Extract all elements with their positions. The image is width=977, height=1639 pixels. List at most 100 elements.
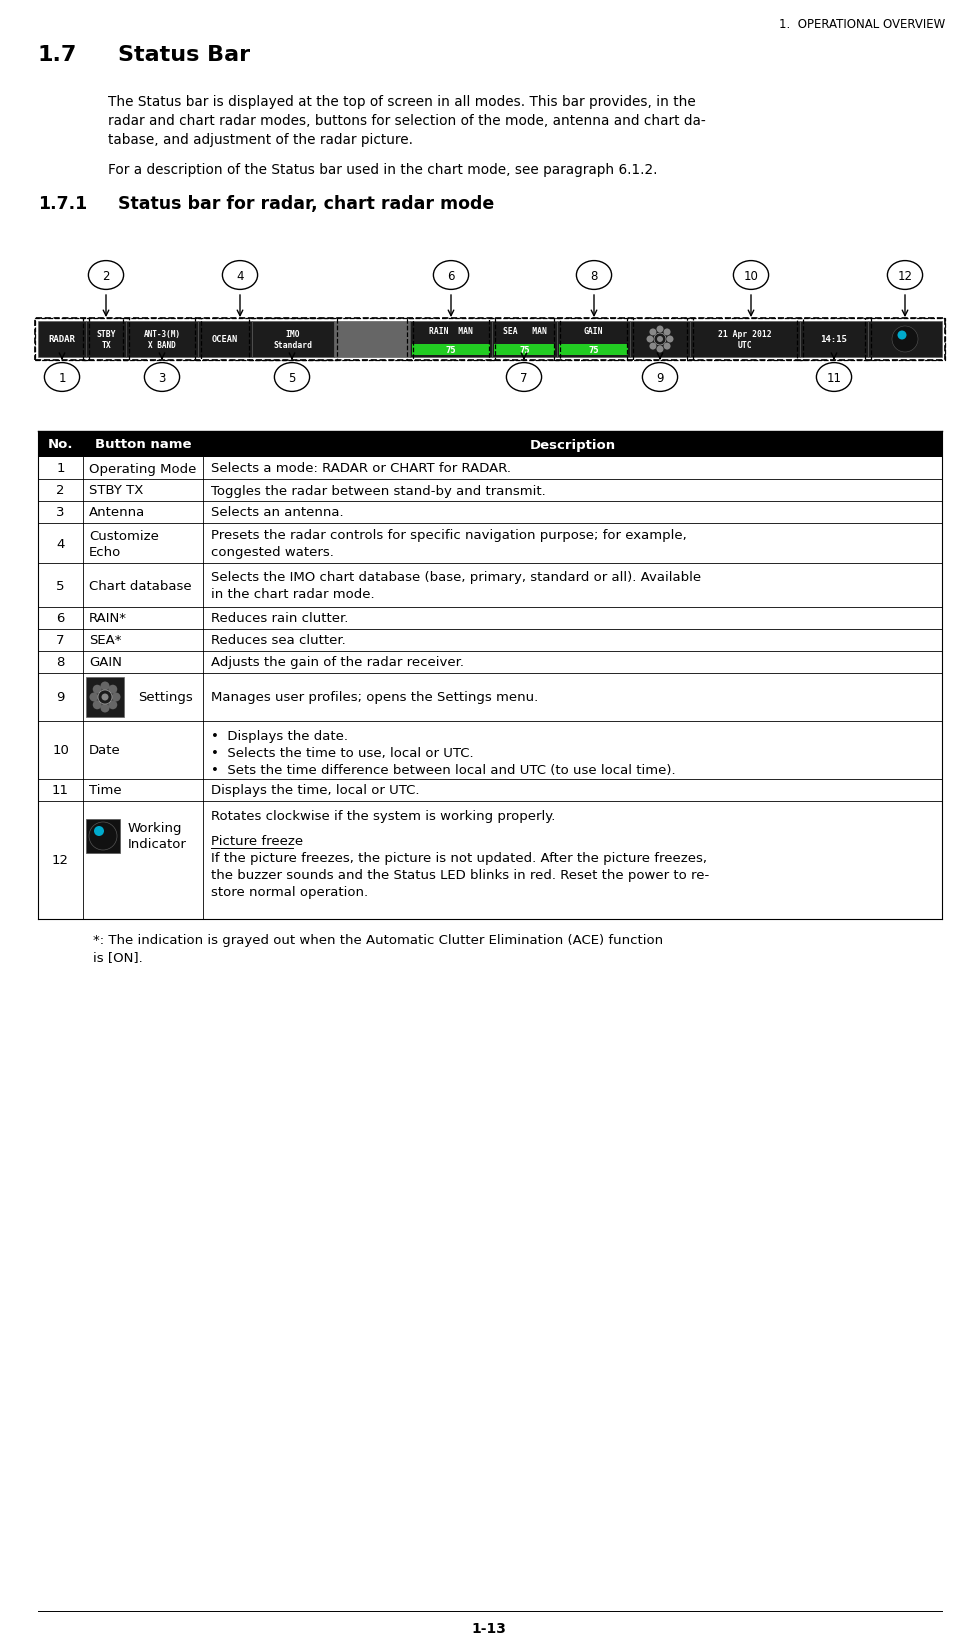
Bar [38, 502, 941, 524]
Circle shape [101, 682, 109, 692]
Text: For a description of the Status bar used in the chart mode, see paragraph 6.1.2.: For a description of the Status bar used… [107, 162, 657, 177]
Circle shape [89, 823, 117, 851]
Bar [411, 344, 489, 356]
Circle shape [646, 336, 653, 343]
Text: 11: 11 [52, 783, 69, 797]
Bar [38, 480, 941, 502]
Text: OCEAN: OCEAN [212, 336, 237, 344]
Text: Button name: Button name [95, 438, 191, 451]
Text: SEA   MAN: SEA MAN [502, 328, 546, 336]
Bar [409, 321, 491, 357]
Circle shape [656, 326, 662, 333]
Text: 9: 9 [57, 692, 64, 705]
Circle shape [90, 693, 99, 701]
Bar [86, 820, 120, 854]
Ellipse shape [275, 364, 310, 392]
Text: 1: 1 [59, 372, 65, 384]
Bar [38, 721, 941, 780]
Text: Manages user profiles; opens the Settings menu.: Manages user profiles; opens the Setting… [211, 692, 537, 705]
Circle shape [654, 334, 665, 346]
Text: Working
Indicator: Working Indicator [128, 821, 187, 851]
Text: RADAR: RADAR [49, 336, 75, 344]
Text: Description: Description [529, 438, 615, 451]
Text: tabase, and adjustment of the radar picture.: tabase, and adjustment of the radar pict… [107, 133, 412, 148]
Text: 2: 2 [57, 484, 64, 497]
Text: 7: 7 [520, 372, 528, 384]
Bar [493, 344, 554, 356]
Ellipse shape [88, 262, 123, 290]
Text: Time: Time [89, 783, 121, 797]
Text: 10: 10 [52, 744, 68, 757]
Ellipse shape [575, 262, 611, 290]
Text: Rotates clockwise if the system is working properly.: Rotates clockwise if the system is worki… [211, 810, 555, 823]
Text: Toggles the radar between stand-by and transmit.: Toggles the radar between stand-by and t… [211, 484, 545, 497]
Text: 21 Apr 2012
UTC: 21 Apr 2012 UTC [717, 329, 771, 349]
Text: 8: 8 [590, 269, 597, 282]
Text: Operating Mode: Operating Mode [89, 462, 196, 475]
Text: Presets the radar controls for specific navigation purpose; for example,
congest: Presets the radar controls for specific … [211, 529, 686, 559]
Text: 10: 10 [743, 269, 757, 282]
Text: 75: 75 [587, 346, 598, 354]
Bar [557, 321, 629, 357]
Text: 12: 12 [52, 854, 69, 867]
Text: Date: Date [89, 744, 120, 757]
Bar [86, 321, 126, 357]
Ellipse shape [44, 364, 79, 392]
Text: •  Sets the time difference between local and UTC (to use local time).: • Sets the time difference between local… [211, 764, 675, 777]
Circle shape [100, 680, 109, 690]
Text: Antenna: Antenna [89, 506, 146, 520]
Text: ANT-3(M)
X BAND: ANT-3(M) X BAND [144, 329, 181, 349]
Text: GAIN: GAIN [583, 328, 603, 336]
Bar [868, 321, 941, 357]
Ellipse shape [642, 364, 677, 392]
Text: If the picture freezes, the picture is not updated. After the picture freezes,: If the picture freezes, the picture is n… [211, 852, 706, 864]
Circle shape [112, 693, 122, 703]
Text: •  Displays the date.: • Displays the date. [211, 729, 348, 742]
Bar [38, 457, 941, 480]
Text: STBY
TX: STBY TX [96, 329, 115, 349]
Bar [38, 564, 941, 608]
Bar [126, 321, 197, 357]
Text: Chart database: Chart database [89, 579, 191, 592]
Circle shape [98, 690, 112, 705]
Text: IMO
Standard: IMO Standard [274, 329, 313, 349]
Text: RAIN  MAN: RAIN MAN [429, 328, 473, 336]
Text: 7: 7 [57, 634, 64, 647]
Circle shape [111, 693, 120, 701]
Ellipse shape [733, 262, 768, 290]
Ellipse shape [886, 262, 921, 290]
Text: 14:15: 14:15 [820, 336, 847, 344]
Circle shape [88, 693, 98, 703]
Text: 2: 2 [103, 269, 109, 282]
Text: Settings: Settings [138, 692, 192, 705]
Circle shape [108, 683, 118, 693]
Circle shape [662, 329, 670, 336]
Circle shape [657, 336, 662, 343]
Circle shape [649, 329, 656, 336]
Text: 5: 5 [288, 372, 295, 384]
Bar [38, 431, 941, 457]
Circle shape [108, 701, 117, 710]
Text: Reduces rain clutter.: Reduces rain clutter. [211, 611, 348, 624]
Text: SEA*: SEA* [89, 634, 121, 647]
Circle shape [891, 326, 917, 352]
Text: 1.  OPERATIONAL OVERVIEW: 1. OPERATIONAL OVERVIEW [778, 18, 944, 31]
Bar [38, 608, 941, 629]
Bar [86, 677, 124, 718]
Circle shape [100, 705, 109, 715]
Circle shape [108, 685, 117, 695]
Text: 3: 3 [158, 372, 165, 384]
Text: the buzzer sounds and the Status LED blinks in red. Reset the power to re-: the buzzer sounds and the Status LED bli… [211, 869, 708, 882]
Text: RAIN*: RAIN* [89, 611, 127, 624]
Text: 1.7: 1.7 [38, 44, 77, 66]
Text: Displays the time, local or UTC.: Displays the time, local or UTC. [211, 783, 419, 797]
Text: 4: 4 [236, 269, 243, 282]
Text: *: The indication is grayed out when the Automatic Clutter Elimination (ACE) fun: *: The indication is grayed out when the… [93, 934, 662, 964]
Bar [334, 321, 409, 357]
Text: Selects a mode: RADAR or CHART for RADAR.: Selects a mode: RADAR or CHART for RADAR… [211, 462, 510, 475]
Text: Selects an antenna.: Selects an antenna. [211, 506, 343, 520]
Text: The Status bar is displayed at the top of screen in all modes. This bar provides: The Status bar is displayed at the top o… [107, 95, 695, 108]
Bar [690, 321, 799, 357]
Text: 75: 75 [519, 346, 530, 354]
Bar [799, 321, 868, 357]
